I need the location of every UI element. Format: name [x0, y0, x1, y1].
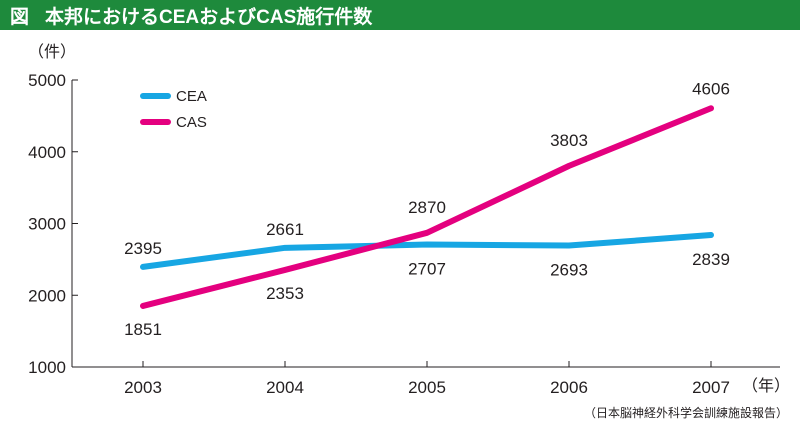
title-bar: 図 本邦におけるCEAおよびCAS施行件数 [0, 0, 800, 30]
data-label-cas: 1851 [124, 320, 162, 339]
source-note: （日本脳神経外科学会訓練施設報告） [583, 406, 788, 420]
legend-label-cas: CAS [176, 114, 207, 131]
y-axis-unit: （件） [28, 43, 76, 61]
x-tick-label: 2004 [266, 378, 304, 397]
data-label-cea: 2661 [266, 220, 304, 239]
data-label-cas: 2870 [408, 198, 446, 217]
data-label-cas: 4606 [692, 79, 730, 98]
data-label-cas: 3803 [550, 131, 588, 150]
series-line-cea [140, 232, 714, 270]
chart-title: 本邦におけるCEAおよびCAS施行件数 [45, 6, 373, 28]
x-axis-unit: （年） [742, 377, 790, 395]
series-line-cas [140, 105, 714, 309]
y-tick-label: 4000 [28, 143, 66, 162]
data-label-cea: 2707 [408, 260, 446, 279]
data-label-cea: 2693 [550, 261, 588, 280]
x-tick-label: 2006 [550, 378, 588, 397]
y-tick-label: 1000 [28, 358, 66, 377]
data-label-cea: 2839 [692, 250, 730, 269]
data-label-cas: 2353 [266, 284, 304, 303]
figure-label: 図 [10, 6, 30, 28]
y-tick-label: 3000 [28, 215, 66, 234]
x-tick-label: 2003 [124, 378, 162, 397]
data-label-cea: 2395 [124, 239, 162, 258]
x-tick-label: 2007 [692, 378, 730, 397]
y-tick-label: 5000 [28, 71, 66, 90]
x-tick-label: 2005 [408, 378, 446, 397]
y-tick-label: 2000 [28, 286, 66, 305]
legend-label-cea: CEA [176, 88, 207, 105]
